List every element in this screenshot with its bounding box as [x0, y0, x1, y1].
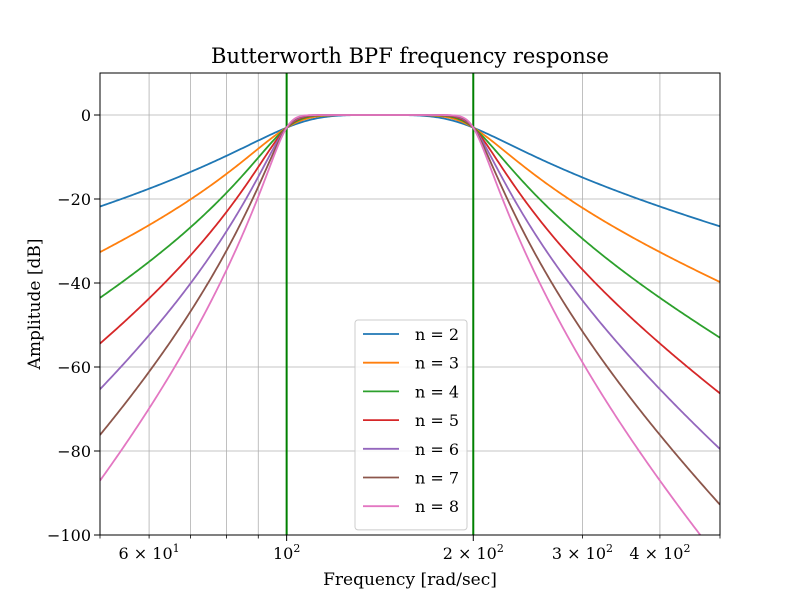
- x-axis-ticks: 6 × 101 102 2 × 102 3 × 102 4 × 102: [99, 535, 721, 563]
- cutoff-lines: [285, 73, 475, 535]
- chart-title: Butterworth BPF frequency response: [211, 44, 609, 68]
- y-tick-label: −20: [57, 190, 91, 209]
- x-axis-label: Frequency [rad/sec]: [323, 570, 497, 590]
- y-tick-label: 0: [81, 106, 91, 125]
- legend-label-n5: n = 5: [415, 411, 459, 430]
- x-tick-label: 2 × 102: [443, 542, 504, 563]
- y-axis-ticks: 0 −20 −40 −60 −80 −100: [47, 106, 100, 545]
- plot-area-frame: [99, 72, 721, 536]
- series-line-n4: [100, 114, 720, 339]
- series-line-n2: [100, 114, 720, 228]
- legend-label-n4: n = 4: [415, 382, 459, 401]
- y-tick-label: −100: [47, 526, 91, 545]
- legend-label-n6: n = 6: [415, 440, 459, 459]
- series-lines: [100, 114, 720, 535]
- x-tick-label: 3 × 102: [552, 542, 613, 563]
- legend-label-n8: n = 8: [415, 497, 459, 516]
- legend-label-n3: n = 3: [415, 354, 459, 373]
- x-tick-label: 4 × 102: [629, 542, 690, 563]
- series-line-n3: [100, 114, 720, 283]
- legend-label-n2: n = 2: [415, 325, 459, 344]
- y-tick-label: −40: [57, 274, 91, 293]
- x-tick-label: 6 × 101: [119, 542, 180, 563]
- legend: n = 2 n = 3 n = 4 n = 5 n = 6 n = 7 n = 8: [354, 319, 468, 531]
- series-line-n8: [100, 114, 702, 535]
- y-tick-label: −60: [57, 358, 91, 377]
- legend-label-n7: n = 7: [415, 469, 459, 488]
- y-axis-label: Amplitude [dB]: [25, 239, 45, 371]
- y-tick-label: −80: [57, 442, 91, 461]
- x-tick-label: 102: [273, 542, 300, 563]
